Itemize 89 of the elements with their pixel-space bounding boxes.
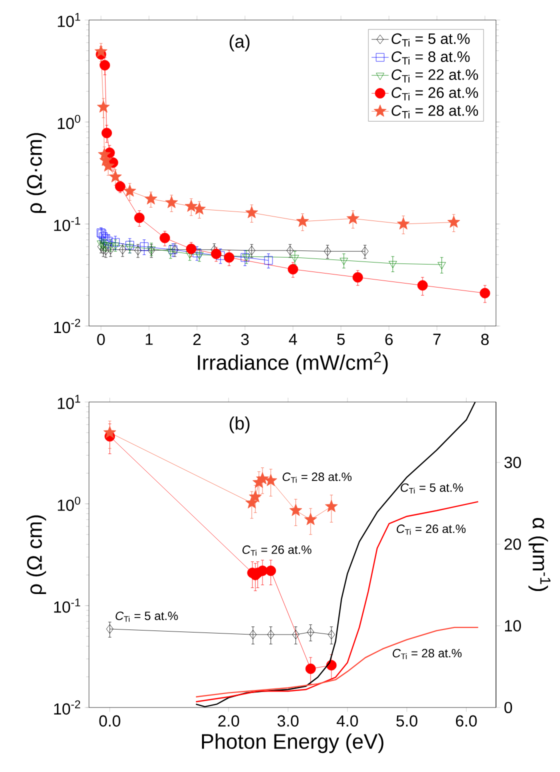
point	[165, 196, 178, 208]
y2-tick-label: 30	[504, 456, 521, 468]
point	[438, 262, 446, 270]
legend-label: C$_{Ti}$ = 26 at.%	[392, 87, 478, 100]
y-tick-label: 10$^{-1}$	[54, 216, 80, 232]
annotation: (b)	[230, 416, 250, 434]
x-tick-label: 1	[146, 334, 153, 345]
y-tick-label: 10$^{-2}$	[54, 318, 80, 334]
y-tick-label: 10$^{0}$	[58, 496, 80, 511]
point	[100, 60, 110, 70]
y-axis-title: ρ (Ω·cm)	[26, 133, 46, 213]
y-tick-label: 10$^{1}$	[58, 394, 80, 410]
y-tick-label: 10$^{1}$	[58, 12, 80, 28]
point	[102, 159, 115, 172]
point	[114, 181, 126, 192]
x-tick-label: 7	[433, 334, 441, 345]
legend-label: C$_{Ti}$ = 8 at.%	[392, 51, 470, 64]
series-label: C$_{Ti}$ = 5 at.%	[116, 612, 178, 622]
point	[388, 261, 397, 268]
point	[216, 251, 225, 260]
point	[480, 288, 490, 298]
x-tick-label: 3.0	[278, 715, 299, 727]
x-tick-label: 5.0	[396, 715, 418, 727]
point	[346, 212, 360, 224]
point	[264, 256, 273, 265]
x-tick-label: 6.0	[456, 715, 477, 727]
point	[102, 128, 112, 138]
y2-tick-label: 10	[505, 620, 521, 632]
point	[289, 504, 302, 516]
point	[286, 246, 294, 256]
x-tick-label: 8	[481, 334, 489, 346]
annotation: (a)	[230, 34, 250, 52]
x-tick-label: 3	[241, 334, 249, 346]
x-axis-title: Photon Energy (eV)	[202, 733, 384, 754]
point	[224, 252, 234, 263]
series-label: C$_{Ti}$ = 26 at.%	[396, 524, 466, 535]
x-axis-title: Irradiance (mW/cm$^{2}$)	[198, 352, 388, 374]
point	[417, 280, 428, 291]
point	[144, 192, 158, 204]
series-label: C$_{Ti}$ = 26 at.%	[242, 545, 312, 556]
y-tick-label: 10$^{-2}$	[54, 700, 80, 715]
point	[292, 630, 300, 640]
point	[106, 624, 114, 634]
point	[296, 214, 309, 227]
point	[264, 474, 278, 486]
x-tick-label: 0.0	[99, 715, 120, 727]
point	[249, 630, 257, 640]
y-tick-label: 10$^{-1}$	[54, 598, 80, 613]
point	[126, 240, 134, 250]
point	[288, 264, 298, 274]
point	[304, 512, 317, 526]
point	[123, 184, 136, 197]
y-tick-label: 10$^{0}$	[58, 114, 80, 130]
y-axis-title: ρ (Ω cm)	[26, 515, 46, 594]
point	[245, 206, 258, 218]
point	[160, 232, 170, 244]
point	[193, 202, 206, 215]
x-tick-label: 4.0	[336, 715, 358, 727]
legend-label: C$_{Ti}$ = 22 at.%	[392, 69, 478, 82]
point	[328, 630, 335, 640]
point	[324, 246, 332, 256]
point	[267, 630, 274, 640]
x-tick-label: 5	[337, 334, 345, 345]
point	[109, 170, 122, 182]
y2-tick-label: 0	[504, 702, 512, 714]
x-tick-label: 0	[97, 334, 105, 346]
y2-tick-label: 20	[504, 538, 521, 550]
series-label: C$_{Ti}$ = 28 at.%	[282, 472, 352, 483]
point	[340, 258, 348, 266]
y2-axis-title: α (μm$^{-1}$)	[528, 518, 550, 592]
point	[119, 244, 126, 254]
point	[290, 255, 299, 262]
x-tick-label: 2	[193, 334, 201, 345]
x-tick-label: 2.0	[218, 715, 240, 727]
series-label: C$_{Ti}$ = 5 at.%	[400, 483, 463, 494]
point	[134, 246, 142, 256]
x-tick-label: 4	[288, 334, 297, 345]
point	[305, 664, 316, 674]
point	[307, 627, 314, 637]
legend-label: C$_{Ti}$ = 28 at.%	[392, 105, 478, 118]
point	[325, 500, 338, 512]
series-label: C$_{Ti}$ = 28 at.%	[392, 648, 462, 660]
point	[352, 272, 363, 283]
line-series	[195, 501, 479, 702]
point	[266, 566, 276, 576]
point	[186, 251, 194, 259]
x-tick-label: 6	[385, 334, 393, 346]
legend-label: C$_{Ti}$ = 5 at.%	[392, 33, 470, 47]
point	[134, 212, 145, 224]
